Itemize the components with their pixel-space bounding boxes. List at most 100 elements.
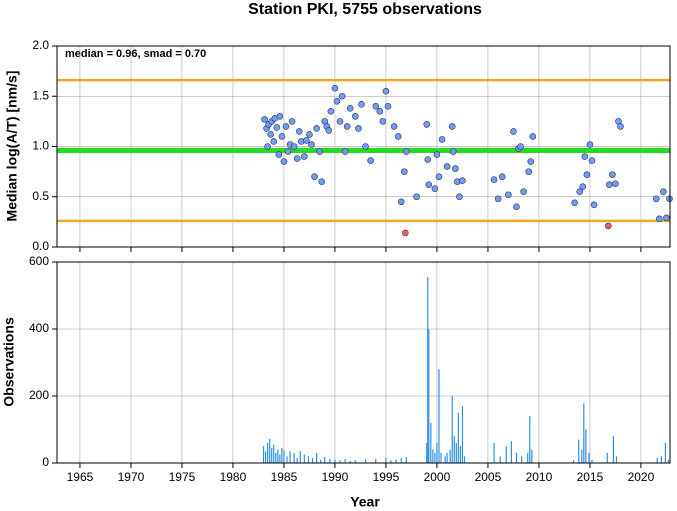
bar bbox=[283, 450, 285, 463]
scatter-point bbox=[666, 195, 673, 203]
scatter-point bbox=[655, 215, 663, 223]
scatter-point bbox=[448, 123, 456, 130]
scatter-point bbox=[424, 156, 432, 163]
y-tick-label: 400 bbox=[29, 321, 49, 335]
scatter-point bbox=[280, 158, 288, 165]
bar bbox=[427, 277, 429, 463]
scatter-point bbox=[384, 103, 392, 110]
y-tick-label: 0.5 bbox=[32, 189, 49, 203]
bar bbox=[349, 460, 351, 463]
scatter-point bbox=[290, 143, 298, 150]
bar bbox=[296, 457, 298, 463]
scatter-point bbox=[513, 203, 520, 211]
bar bbox=[529, 416, 531, 463]
bar bbox=[515, 452, 518, 463]
bar bbox=[344, 458, 346, 463]
bar bbox=[432, 449, 434, 463]
scatter-point bbox=[588, 157, 596, 164]
scatter-point bbox=[284, 148, 292, 155]
x-tick-label: 1975 bbox=[169, 470, 196, 484]
y-tick-label: 1.5 bbox=[32, 88, 49, 102]
bar bbox=[311, 457, 314, 463]
scatter-point bbox=[362, 143, 369, 150]
scatter-point bbox=[293, 155, 301, 162]
scatter-point bbox=[498, 173, 506, 180]
scatter-point bbox=[433, 151, 441, 158]
scatter-point bbox=[303, 137, 310, 144]
scatter-point bbox=[443, 163, 451, 170]
bar bbox=[451, 396, 453, 463]
bar bbox=[354, 460, 356, 463]
scatter-point bbox=[606, 181, 613, 188]
x-axis-label: Year bbox=[350, 494, 380, 510]
bar bbox=[262, 446, 265, 463]
scatter-point bbox=[267, 131, 274, 138]
scatter-point bbox=[331, 84, 339, 92]
scatter-point bbox=[276, 113, 284, 120]
bar bbox=[573, 460, 575, 463]
bar bbox=[444, 456, 446, 463]
scatter-point bbox=[617, 123, 624, 130]
bar bbox=[434, 452, 436, 463]
scatter-point bbox=[316, 148, 323, 155]
bar bbox=[449, 449, 451, 463]
scatter-point bbox=[581, 153, 589, 160]
bar bbox=[329, 458, 331, 463]
annotation: median = 0.96, smad = 0.70 bbox=[65, 48, 206, 60]
chart-title: Station PKI, 5755 observations bbox=[248, 1, 482, 18]
x-tick-label: 2020 bbox=[628, 470, 655, 484]
scatter-point bbox=[494, 195, 502, 203]
y-tick-label: 600 bbox=[29, 254, 49, 268]
scatter-point bbox=[456, 193, 463, 201]
bar bbox=[299, 451, 301, 463]
bar bbox=[405, 456, 407, 463]
bar bbox=[279, 454, 281, 463]
bar bbox=[428, 329, 430, 463]
x-tick-label: 2005 bbox=[475, 470, 502, 484]
bar bbox=[289, 451, 291, 463]
bar bbox=[446, 452, 448, 463]
bar bbox=[463, 456, 466, 463]
bar bbox=[267, 442, 269, 463]
scatter-point bbox=[282, 123, 290, 130]
scatter-point bbox=[449, 148, 457, 155]
bar bbox=[583, 403, 585, 463]
bar bbox=[457, 412, 459, 463]
y-tick-label: 0 bbox=[42, 455, 49, 469]
scatter-point bbox=[431, 185, 439, 193]
scatter-point bbox=[413, 193, 420, 201]
bar bbox=[334, 459, 336, 463]
bar bbox=[615, 456, 618, 463]
y-axis-label: Observations bbox=[1, 317, 17, 407]
bar bbox=[505, 446, 507, 463]
scatter-point bbox=[327, 108, 335, 115]
scatter-point bbox=[288, 118, 296, 125]
scatter-point bbox=[435, 173, 443, 180]
scatter-point bbox=[403, 148, 410, 155]
bar bbox=[269, 438, 271, 463]
bar bbox=[591, 459, 593, 463]
bar bbox=[578, 439, 580, 463]
scatter-point bbox=[505, 191, 512, 199]
y-tick-label: 200 bbox=[29, 388, 49, 402]
scatter-point bbox=[571, 199, 578, 207]
bar bbox=[461, 406, 464, 463]
scatter-point bbox=[520, 188, 527, 196]
bar bbox=[281, 447, 283, 463]
scatter-point bbox=[308, 141, 315, 148]
bar bbox=[581, 449, 583, 463]
scatter-point bbox=[402, 229, 409, 237]
scatter-point bbox=[612, 180, 619, 187]
scatter-point bbox=[273, 124, 281, 131]
scatter-point bbox=[313, 125, 320, 132]
scatter-point bbox=[372, 103, 380, 110]
scatter-point bbox=[423, 121, 431, 128]
scatter-point bbox=[341, 148, 349, 155]
scatter-point bbox=[306, 131, 313, 138]
x-tick-label: 2015 bbox=[577, 470, 604, 484]
scatter-point bbox=[438, 136, 446, 143]
bar bbox=[430, 422, 432, 463]
bar bbox=[455, 442, 457, 463]
bar bbox=[667, 459, 670, 463]
bar bbox=[527, 452, 529, 463]
